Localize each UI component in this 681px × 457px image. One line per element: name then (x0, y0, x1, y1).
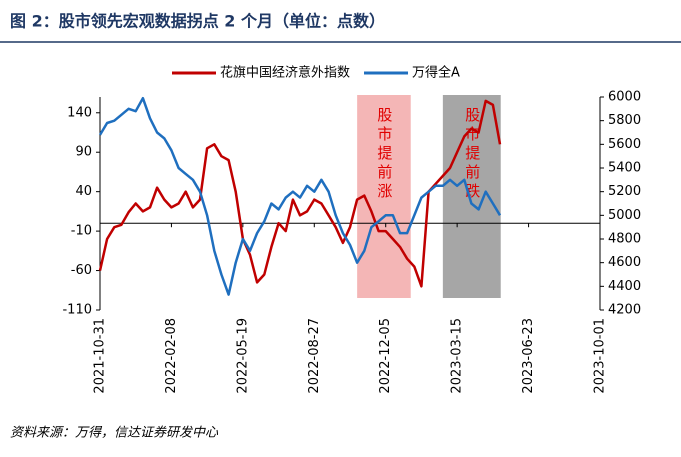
annotation: 股市提前涨 (375, 107, 393, 202)
y2-tick-label: 5600 (608, 137, 641, 152)
y-tick-label: 40 (75, 184, 92, 199)
y2-tick-label: 5800 (608, 113, 641, 128)
y2-tick-label: 4400 (608, 279, 641, 294)
x-tick-label: 2023-03-15 (450, 318, 465, 394)
y-tick-label: 140 (67, 105, 92, 120)
x-tick-label: 2022-02-08 (164, 318, 179, 394)
x-tick-label: 2022-08-27 (307, 318, 322, 394)
y-tick-label: -110 (62, 303, 92, 318)
y2-tick-label: 5200 (608, 184, 641, 199)
y2-tick-label: 5000 (608, 208, 641, 223)
y2-tick-label: 4800 (608, 232, 641, 247)
y2-tick-label: 5400 (608, 161, 641, 176)
x-tick-label: 2023-10-01 (593, 318, 608, 394)
y-tick-label: -60 (71, 263, 92, 278)
x-tick-label: 2022-12-05 (378, 318, 393, 394)
legend-label: 花旗中国经济意外指数 (220, 65, 350, 81)
x-tick-label: 2023-06-23 (521, 318, 536, 394)
series-line (98, 96, 502, 296)
y2-tick-label: 4600 (608, 255, 641, 270)
y2-tick-label: 4200 (608, 303, 641, 318)
x-tick-label: 2022-05-19 (235, 318, 250, 394)
y-tick-label: 90 (75, 145, 92, 160)
y2-tick-label: 6000 (608, 90, 641, 105)
x-tick-label: 2021-10-31 (93, 318, 108, 394)
source: 资料来源：万得，信达证券研发中心 (10, 426, 219, 441)
legend-label: 万得全A (412, 65, 460, 81)
chart-title: 图 2：股市领先宏观数据拐点 2 个月（单位：点数） (10, 12, 385, 31)
y-tick-label: -10 (71, 224, 92, 239)
series-line (98, 99, 502, 288)
